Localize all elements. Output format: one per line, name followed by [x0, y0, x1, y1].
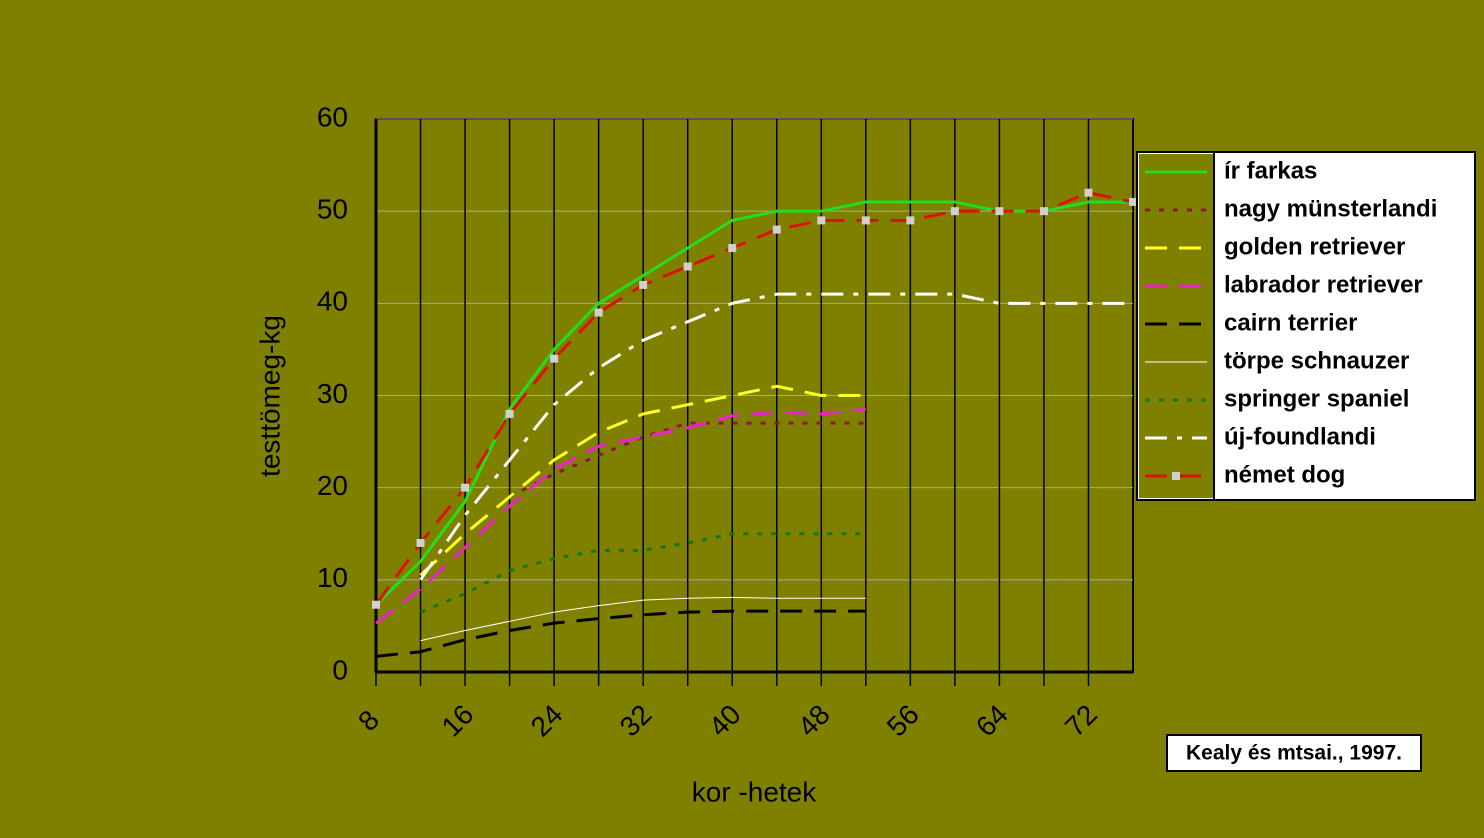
legend-label: golden retriever [1224, 233, 1405, 260]
point-marker [861, 216, 870, 225]
y-tick-label: 60 [317, 101, 348, 132]
legend-label: labrador retriever [1224, 271, 1423, 298]
point-marker [728, 244, 737, 253]
point-marker [639, 280, 648, 289]
point-marker [505, 409, 514, 418]
point-marker [683, 262, 692, 271]
y-tick-label: 10 [317, 562, 348, 593]
legend-label: nagy münsterlandi [1224, 195, 1437, 222]
point-marker [906, 216, 915, 225]
y-tick-label: 50 [317, 194, 348, 225]
point-marker [995, 207, 1004, 216]
legend-label: német dog [1224, 461, 1345, 488]
point-marker [1129, 197, 1137, 206]
legend-swatch-bg [1139, 154, 1213, 498]
y-tick-label: 0 [332, 654, 348, 685]
point-marker [950, 207, 959, 216]
point-marker [416, 538, 425, 547]
legend-label: új-foundlandi [1224, 423, 1376, 450]
point-marker [1039, 207, 1048, 216]
annotation: Kealy és mtsai., 1997. [1186, 742, 1402, 765]
series-line [374, 191, 1134, 606]
legend-marker [1172, 472, 1180, 480]
point-marker [772, 225, 781, 234]
y-tick-label: 20 [317, 470, 348, 501]
series-line [508, 421, 866, 499]
legend-label: ír farkas [1224, 157, 1317, 184]
point-marker [461, 483, 470, 492]
y-axis-label: testtömeg-kg [254, 315, 285, 477]
point-marker [1084, 188, 1093, 197]
annotation-box [1166, 734, 1422, 772]
y-tick-label: 30 [317, 378, 348, 409]
series-line [420, 596, 866, 642]
series-line [419, 292, 1133, 581]
series-line [375, 609, 866, 658]
x-axis-label: kor -hetek [692, 776, 817, 807]
legend-label: cairn terrier [1224, 309, 1357, 336]
legend-label: springer spaniel [1224, 385, 1409, 412]
legend-label: törpe schnauzer [1224, 347, 1409, 374]
series-line [419, 384, 866, 577]
series-line [375, 407, 866, 625]
y-tick-label: 40 [317, 286, 348, 317]
point-marker [594, 308, 603, 317]
point-marker [550, 354, 559, 363]
point-marker [817, 216, 826, 225]
point-marker [372, 600, 380, 609]
